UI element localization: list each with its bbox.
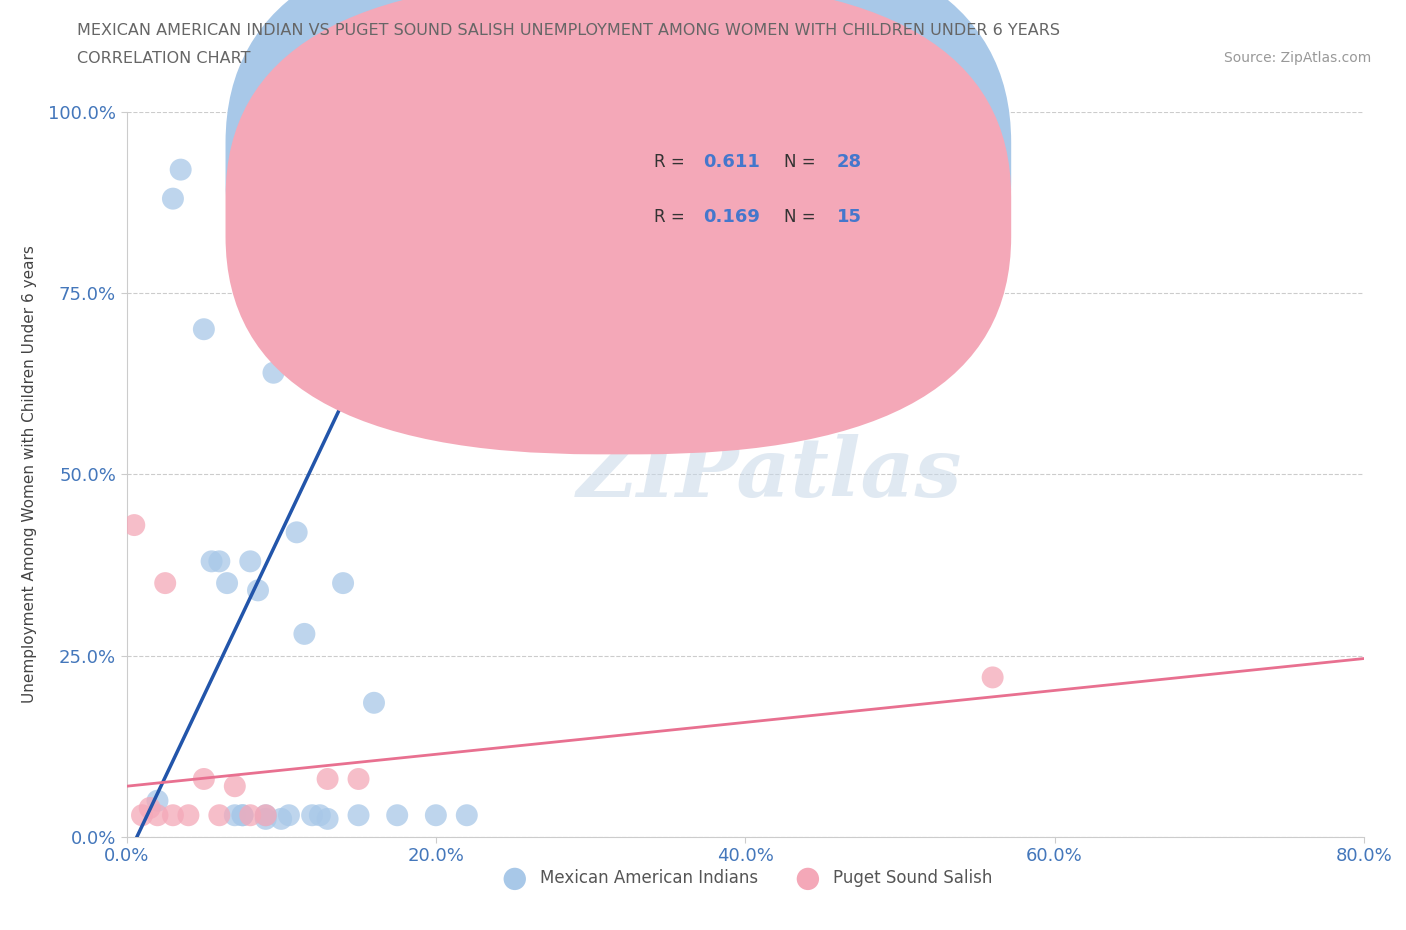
Point [231, 808, 253, 823]
Point [363, 696, 385, 711]
Point [456, 808, 478, 823]
Text: 0.169: 0.169 [703, 207, 761, 226]
Point [278, 808, 301, 823]
Point [124, 518, 146, 533]
Point [385, 808, 408, 823]
Point [247, 583, 270, 598]
Point [347, 808, 370, 823]
Point [254, 808, 277, 823]
Point [193, 772, 215, 787]
Point [239, 554, 262, 569]
Text: MEXICAN AMERICAN INDIAN VS PUGET SOUND SALISH UNEMPLOYMENT AMONG WOMEN WITH CHIL: MEXICAN AMERICAN INDIAN VS PUGET SOUND S… [77, 23, 1060, 38]
Text: 15: 15 [837, 207, 862, 226]
Text: N =: N = [783, 207, 821, 226]
Point [193, 322, 215, 337]
Point [254, 808, 277, 823]
Text: Source: ZipAtlas.com: Source: ZipAtlas.com [1223, 51, 1371, 65]
FancyBboxPatch shape [572, 126, 918, 257]
Point [153, 576, 177, 591]
Point [292, 627, 315, 642]
Point [425, 808, 447, 823]
Point [285, 525, 308, 539]
Point [208, 808, 231, 823]
FancyBboxPatch shape [225, 0, 1011, 455]
Point [208, 554, 231, 569]
Point [217, 576, 239, 591]
Point [316, 811, 339, 827]
Point [981, 670, 1004, 684]
Point [254, 811, 277, 827]
Text: 0.611: 0.611 [703, 153, 761, 171]
Text: R =: R = [654, 153, 689, 171]
Point [146, 793, 169, 808]
Point [201, 554, 224, 569]
Point [239, 808, 262, 823]
Text: CORRELATION CHART: CORRELATION CHART [77, 51, 250, 66]
Text: R =: R = [654, 207, 689, 226]
Point [262, 365, 284, 380]
Point [301, 808, 323, 823]
Point [231, 808, 253, 823]
Point [162, 192, 184, 206]
Text: N =: N = [783, 153, 821, 171]
Y-axis label: Unemployment Among Women with Children Under 6 years: Unemployment Among Women with Children U… [22, 246, 37, 703]
Point [224, 808, 246, 823]
Point [177, 808, 200, 823]
Text: 28: 28 [837, 153, 862, 171]
Point [316, 772, 339, 787]
Point [138, 801, 160, 816]
Text: ZIPatlas: ZIPatlas [578, 434, 963, 514]
Legend: Mexican American Indians, Puget Sound Salish: Mexican American Indians, Puget Sound Sa… [492, 863, 998, 894]
Point [224, 778, 246, 793]
Point [162, 808, 184, 823]
Point [146, 808, 169, 823]
Point [332, 576, 354, 591]
Point [347, 772, 370, 787]
Point [270, 811, 292, 827]
FancyBboxPatch shape [225, 0, 1011, 400]
Point [309, 808, 332, 823]
Point [169, 162, 191, 177]
Point [131, 808, 153, 823]
